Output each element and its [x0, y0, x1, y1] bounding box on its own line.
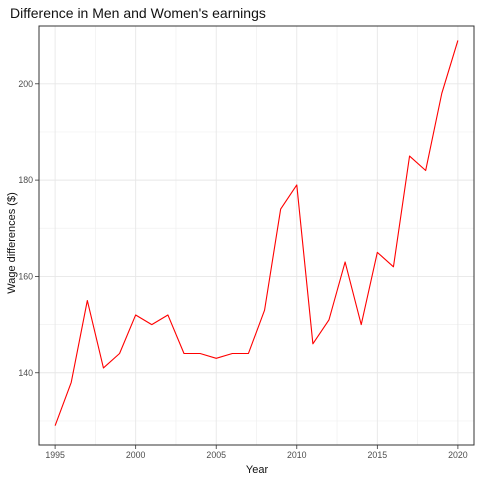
chart-title: Difference in Men and Women's earnings: [10, 5, 266, 21]
y-tick-label: 140: [18, 368, 33, 378]
x-tick-label: 1995: [45, 450, 65, 460]
y-tick-label: 200: [18, 79, 33, 89]
x-tick-label: 2020: [448, 450, 468, 460]
data-point: [329, 319, 330, 320]
data-point: [87, 300, 88, 301]
x-axis-title: Year: [246, 464, 269, 476]
data-point: [55, 425, 56, 426]
data-point: [151, 324, 152, 325]
data-point: [345, 261, 346, 262]
data-point: [361, 324, 362, 325]
data-point: [280, 209, 281, 210]
data-point: [135, 314, 136, 315]
x-tick-label: 2015: [368, 450, 388, 460]
data-point: [457, 40, 458, 41]
data-point: [216, 358, 217, 359]
data-point: [184, 353, 185, 354]
data-point: [425, 170, 426, 171]
data-point: [296, 184, 297, 185]
data-point: [264, 310, 265, 311]
data-point: [71, 382, 72, 383]
y-axis-title: Wage differences ($): [6, 192, 18, 294]
data-point: [377, 252, 378, 253]
data-point: [200, 353, 201, 354]
x-tick-label: 2000: [126, 450, 146, 460]
data-point: [103, 367, 104, 368]
data-point: [312, 343, 313, 344]
x-tick-label: 2005: [206, 450, 226, 460]
data-point: [232, 353, 233, 354]
data-point: [409, 156, 410, 157]
y-tick-label: 160: [18, 271, 33, 281]
data-point: [393, 266, 394, 267]
data-point: [119, 353, 120, 354]
data-point: [248, 353, 249, 354]
data-point: [167, 314, 168, 315]
x-tick-label: 2010: [287, 450, 307, 460]
data-point: [441, 93, 442, 94]
y-tick-label: 180: [18, 175, 33, 185]
